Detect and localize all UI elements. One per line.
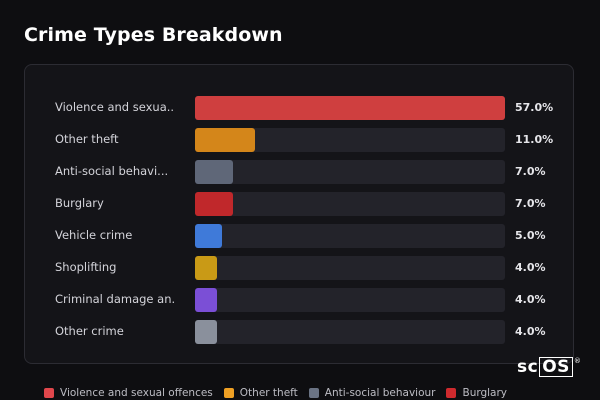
bar-row: Other crime 4.0% bbox=[25, 320, 575, 344]
legend-swatch bbox=[223, 388, 234, 398]
legend-label: Burglary bbox=[462, 387, 508, 399]
logo-text-boxed: OS bbox=[539, 357, 573, 377]
page-title: Crime Types Breakdown bbox=[24, 24, 283, 46]
bar-track bbox=[195, 192, 505, 216]
legend-swatch bbox=[44, 388, 54, 398]
bar bbox=[195, 128, 255, 152]
bar-track bbox=[195, 224, 505, 248]
bar-row: Criminal damage an... 4.0% bbox=[25, 288, 575, 312]
legend-item: Violence and sexual offences bbox=[44, 387, 213, 399]
bar-row: Anti-social behavi... 7.0% bbox=[25, 160, 575, 184]
legend-label: Anti-social behaviour bbox=[324, 387, 436, 399]
value-label: 57.0% bbox=[515, 101, 554, 114]
value-label: 4.0% bbox=[515, 325, 546, 338]
legend-item: Other theft bbox=[223, 387, 298, 399]
legend-item: Burglary bbox=[446, 387, 507, 399]
category-label: Shoplifting bbox=[55, 260, 117, 274]
value-label: 7.0% bbox=[515, 165, 546, 178]
category-label: Vehicle crime bbox=[55, 228, 133, 242]
category-label: Criminal damage an... bbox=[55, 292, 175, 306]
bar bbox=[195, 192, 234, 216]
value-label: 4.0% bbox=[515, 261, 546, 274]
value-label: 11.0% bbox=[515, 133, 554, 146]
bar-row: Violence and sexua... 57.0% bbox=[25, 96, 575, 120]
category-label: Anti-social behavi... bbox=[55, 164, 169, 178]
bar-track bbox=[195, 128, 505, 152]
bar bbox=[195, 256, 217, 280]
chart-panel: Violence and sexua... 57.0% Other theft 11.… bbox=[24, 64, 574, 364]
registered-mark: ® bbox=[573, 357, 581, 365]
bar-row: Burglary 7.0% bbox=[25, 192, 575, 216]
bar bbox=[195, 320, 217, 344]
bar bbox=[195, 160, 234, 184]
bar bbox=[195, 224, 223, 248]
category-label: Burglary bbox=[55, 196, 104, 210]
bar-track bbox=[195, 96, 505, 120]
bar-row: Other theft 11.0% bbox=[25, 128, 575, 152]
bar bbox=[195, 288, 217, 312]
bar-row: Shoplifting 4.0% bbox=[25, 256, 575, 280]
bar-track bbox=[195, 256, 505, 280]
bar bbox=[195, 96, 505, 120]
legend-label: Violence and sexual offences bbox=[60, 387, 213, 399]
category-label: Violence and sexua... bbox=[55, 100, 175, 114]
bar-row: Vehicle crime 5.0% bbox=[25, 224, 575, 248]
legend-swatch bbox=[308, 388, 319, 398]
legend-swatch bbox=[446, 388, 457, 398]
category-label: Other crime bbox=[55, 324, 124, 338]
bar-track bbox=[195, 160, 505, 184]
chart-legend: Violence and sexual offences Other theft A… bbox=[44, 386, 518, 400]
legend-item: Anti-social behaviour bbox=[308, 387, 436, 399]
legend-label: Other theft bbox=[239, 387, 298, 399]
value-label: 5.0% bbox=[515, 229, 546, 242]
logo-text-prefix: sc bbox=[517, 357, 539, 377]
bar-track bbox=[195, 320, 505, 344]
scos-logo: sc OS ® bbox=[517, 357, 581, 377]
bar-track bbox=[195, 288, 505, 312]
value-label: 4.0% bbox=[515, 293, 546, 306]
value-label: 7.0% bbox=[515, 197, 546, 210]
category-label: Other theft bbox=[55, 132, 119, 146]
